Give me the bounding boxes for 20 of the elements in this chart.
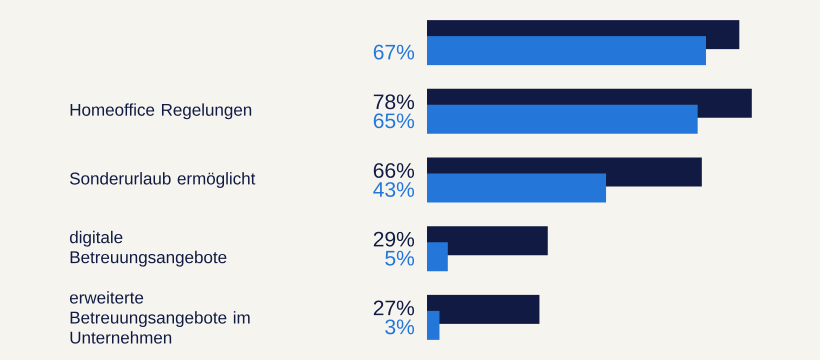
y-tick-label: Sonderurlaub ermöglicht (70, 172, 256, 188)
bar (427, 36, 706, 66)
data-label: 43% (373, 182, 414, 197)
data-label: 65% (374, 113, 414, 128)
y-tick-label: Homeoffice Regelungen (70, 103, 252, 120)
data-label: 67% (374, 44, 414, 60)
bar (427, 173, 606, 202)
data-label: 5% (385, 250, 414, 266)
data-label: 66% (374, 163, 414, 178)
y-tick-label: erweiterte Betreuungsangebote im Unternehmen (70, 291, 250, 344)
bar (427, 104, 698, 134)
bar (427, 226, 548, 256)
bar (427, 294, 540, 324)
data-label: 29% (374, 232, 414, 247)
data-label: 27% (374, 300, 414, 316)
data-label: 78% (374, 94, 414, 110)
y-tick-label: digitale Betreuungsangebote (70, 230, 226, 267)
bar (427, 242, 448, 272)
data-label: 3% (385, 319, 414, 334)
bar (427, 310, 440, 340)
